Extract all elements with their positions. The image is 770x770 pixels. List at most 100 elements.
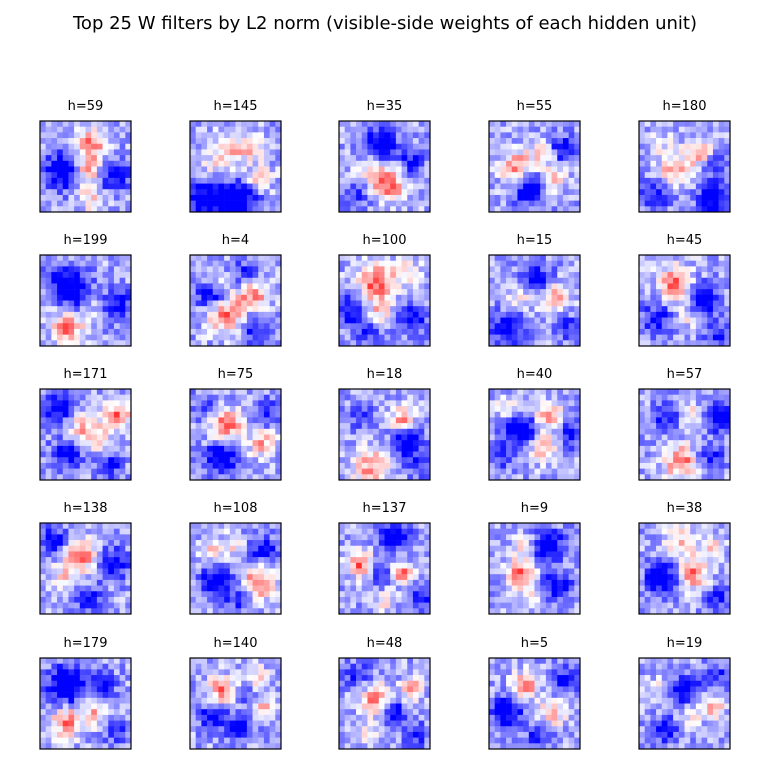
filter-pixel [667,300,674,307]
filter-pixel [57,457,64,464]
filter-pixel [201,311,208,318]
filter-pixel [540,160,547,167]
filter-pixel [644,206,651,213]
filter-pixel [96,183,103,190]
filter-pixel [407,160,414,167]
filter-pixel [258,434,265,441]
filter-pixel [344,200,351,207]
filter-pixel [119,317,126,324]
filter-pixel [384,417,391,424]
filter-pixel [339,294,345,301]
filter-pixel [85,528,92,535]
filter-pixel [545,132,552,139]
filter-pixel [356,334,363,341]
filter-pixel [91,568,98,575]
filter-pixel [712,194,719,201]
filter-pixel [574,574,581,581]
filter-pixel [701,445,708,452]
filter-pixel [373,328,380,335]
filter-pixel [724,277,731,284]
filter-pixel [639,155,645,162]
filter-pixel [96,574,103,581]
filter-pixel [667,155,674,162]
filter-pixel [695,417,702,424]
filter-pixel [207,149,214,156]
filter-pixel [252,596,259,603]
filter-pixel [201,121,208,127]
filter-pixel [246,323,253,330]
filter-pixel [356,272,363,279]
filter-pixel [361,289,368,296]
filter-pixel [201,545,208,552]
filter-pixel [218,277,225,284]
filter-pixel [412,266,419,273]
filter-pixel [545,260,552,267]
filter-pixel [500,474,507,481]
filter-pixel [701,177,708,184]
filter-pixel [407,172,414,179]
filter-pixel [707,277,714,284]
filter-pixel [218,417,225,424]
filter-pixel [344,183,351,190]
filter-pixel [201,551,208,558]
filter-pixel [424,177,431,184]
filter-pixel [195,294,202,301]
filter-pixel [91,585,98,592]
filter-pixel [712,394,719,401]
filter-pixel [568,551,575,558]
filter-pixel [201,255,208,261]
filter-pixel [224,289,231,296]
filter-pixel [57,160,64,167]
filter-pixel [506,574,513,581]
filter-pixel [540,474,547,481]
filter-pixel [235,206,242,213]
filter-pixel [489,340,495,347]
filter-pixel [195,400,202,407]
filter-pixel [79,557,86,564]
filter-pixel [119,557,126,564]
filter-panel: h=171 [39,367,132,481]
filter-pixel [201,189,208,196]
filter-pixel [390,260,397,267]
filter-pixel [395,440,402,447]
filter-pixel [91,591,98,598]
filter-pixel [224,266,231,273]
filter-pixel [252,138,259,145]
filter-pixel [235,394,242,401]
filter-pixel [395,294,402,301]
filter-pixel [195,602,202,609]
filter-pixel [57,300,64,307]
filter-pixel [96,200,103,207]
filter-pixel [212,474,219,481]
filter-pixel [190,534,196,541]
filter-pixel [113,423,120,430]
filter-pixel [258,451,265,458]
filter-pixel [51,126,58,133]
filter-pixel [724,260,731,267]
filter-pixel [528,311,535,318]
filter-pixel [517,266,524,273]
filter-pixel [218,434,225,441]
filter-pixel [661,468,668,475]
filter-pixel [667,311,674,318]
filter-pixel [45,121,52,127]
filter-pixel [252,306,259,313]
filter-pixel [500,200,507,207]
filter-pixel [96,400,103,407]
filter-pixel [85,423,92,430]
filter-pixel [673,294,680,301]
filter-pixel [390,143,397,150]
filter-pixel [96,445,103,452]
filter-pixel [407,389,414,395]
filter-pixel [108,528,115,535]
filter-pixel [378,189,385,196]
filter-pixel [661,540,668,547]
filter-pixel [96,283,103,290]
filter-pixel [390,132,397,139]
filter-pixel [74,294,81,301]
filter-pixel [96,428,103,435]
filter-pixel [74,289,81,296]
filter-pixel [57,545,64,552]
filter-pixel [401,462,408,469]
filter-pixel [57,540,64,547]
